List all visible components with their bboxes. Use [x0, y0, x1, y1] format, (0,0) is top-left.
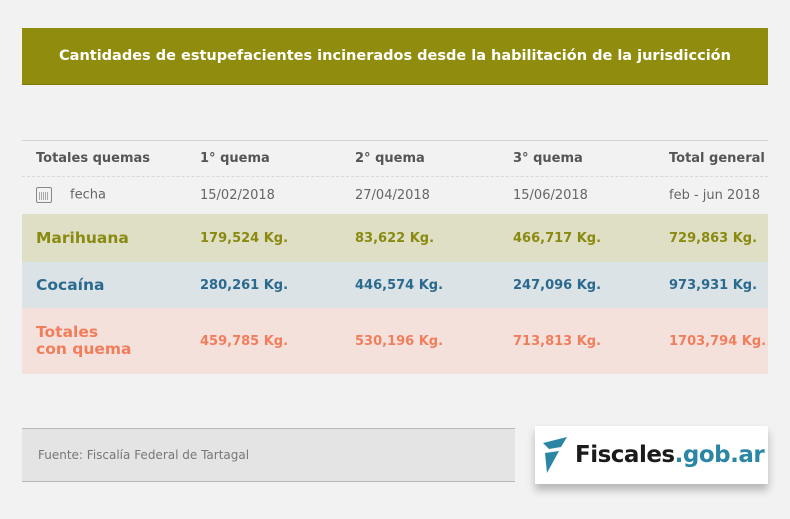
- value-cell: 459,785 Kg.: [200, 333, 289, 349]
- header-row: Totales quemas 1° quema 2° quema 3° quem…: [22, 141, 768, 177]
- date-cell: 15/06/2018: [513, 187, 588, 203]
- value-cell: 83,622 Kg.: [355, 230, 435, 246]
- table-row-marihuana: Marihuana 179,524 Kg. 83,622 Kg. 466,717…: [22, 214, 768, 262]
- logo-domain: .gob.ar: [674, 442, 765, 468]
- row-label: Cocaína: [36, 276, 105, 294]
- row-label: Totales con quema: [36, 324, 132, 358]
- row-label-line1: Totales: [36, 323, 99, 341]
- source-note: Fuente: Fiscalía Federal de Tartagal: [22, 428, 515, 482]
- header-cell: Totales quemas: [36, 151, 151, 166]
- date-cell: 27/04/2018: [355, 187, 430, 203]
- logo-text: Fiscales.gob.ar: [575, 442, 765, 468]
- title-banner: Cantidades de estupefacientes incinerado…: [22, 28, 768, 85]
- value-cell: 530,196 Kg.: [355, 333, 444, 349]
- date-row: fecha 15/02/2018 27/04/2018 15/06/2018 f…: [22, 177, 768, 213]
- row-label-line2: con quema: [36, 340, 132, 358]
- calendar-icon: [36, 187, 52, 203]
- header-cell: Total general: [669, 151, 765, 166]
- value-cell: 179,524 Kg.: [200, 230, 289, 246]
- row-label: Marihuana: [36, 229, 129, 247]
- value-cell: 729,863 Kg.: [669, 230, 758, 246]
- table-row-totales: Totales con quema 459,785 Kg. 530,196 Kg.…: [22, 308, 768, 374]
- header-cell: 2° quema: [355, 151, 425, 166]
- title: Cantidades de estupefacientes incinerado…: [59, 48, 731, 64]
- table-row-cocaina: Cocaína 280,261 Kg. 446,574 Kg. 247,096 …: [22, 262, 768, 308]
- value-cell: 1703,794 Kg.: [669, 333, 767, 349]
- value-cell: 466,717 Kg.: [513, 230, 602, 246]
- value-cell: 280,261 Kg.: [200, 277, 289, 293]
- date-cell: feb - jun 2018: [669, 187, 761, 203]
- value-cell: 973,931 Kg.: [669, 277, 758, 293]
- source-text: Fuente: Fiscalía Federal de Tartagal: [38, 448, 250, 462]
- data-table: Totales quemas 1° quema 2° quema 3° quem…: [22, 140, 768, 374]
- logo-name: Fiscales: [575, 442, 675, 468]
- fiscales-logo-icon: [543, 437, 567, 473]
- fiscales-logo: Fiscales.gob.ar: [535, 426, 768, 484]
- value-cell: 713,813 Kg.: [513, 333, 602, 349]
- header-cell: 1° quema: [200, 151, 270, 166]
- header-cell: 3° quema: [513, 151, 583, 166]
- value-cell: 247,096 Kg.: [513, 277, 602, 293]
- date-cell: 15/02/2018: [200, 187, 275, 203]
- value-cell: 446,574 Kg.: [355, 277, 444, 293]
- date-label: fecha: [70, 187, 106, 203]
